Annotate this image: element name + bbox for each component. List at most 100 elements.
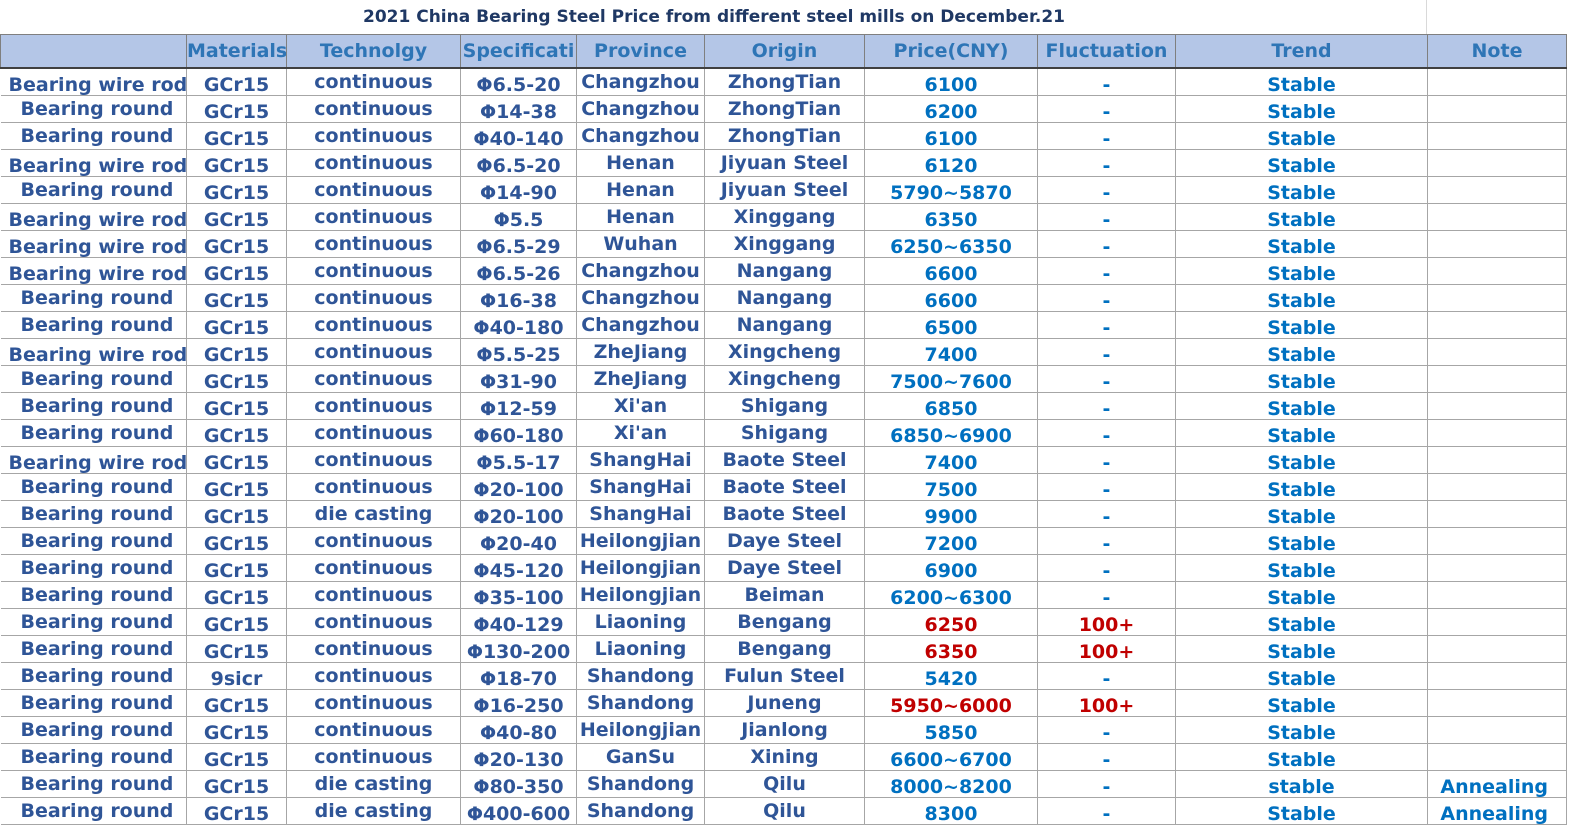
fluctuation-cell[interactable]: - [1037,149,1176,177]
col-header-name[interactable] [0,34,187,69]
technology-cell[interactable]: continuous [286,257,461,285]
material-cell[interactable]: GCr15 [186,770,287,798]
technology-cell[interactable]: continuous [286,446,461,474]
origin-cell[interactable]: Daye Steel [704,527,865,555]
specification-cell[interactable]: Φ20-100 [460,473,577,501]
origin-cell[interactable]: ZhongTian [704,122,865,150]
material-cell[interactable]: GCr15 [186,68,287,96]
product-cell[interactable]: Bearing round [0,311,187,339]
fluctuation-cell[interactable]: - [1037,311,1176,339]
fluctuation-cell[interactable]: - [1037,365,1176,393]
trend-cell[interactable]: stable [1175,770,1428,798]
province-cell[interactable]: Henan [576,149,705,177]
specification-cell[interactable]: Φ5.5-25 [460,338,577,366]
price-cell[interactable]: 6600 [864,257,1038,285]
material-cell[interactable]: GCr15 [186,176,287,204]
material-cell[interactable]: GCr15 [186,122,287,150]
origin-cell[interactable]: Qilu [704,797,865,825]
technology-cell[interactable]: continuous [286,743,461,771]
product-cell[interactable]: Bearing round [0,500,187,528]
product-cell[interactable]: Bearing round [0,95,187,123]
product-cell[interactable]: Bearing round [0,176,187,204]
price-cell[interactable]: 6850 [864,392,1038,420]
trend-cell[interactable]: Stable [1175,311,1428,339]
material-cell[interactable]: GCr15 [186,635,287,663]
product-cell[interactable]: Bearing round [0,608,187,636]
technology-cell[interactable]: continuous [286,311,461,339]
price-cell[interactable]: 5950~6000 [864,689,1038,717]
trend-cell[interactable]: Stable [1175,149,1428,177]
trend-cell[interactable]: Stable [1175,203,1428,231]
product-cell[interactable]: Bearing round [0,365,187,393]
technology-cell[interactable]: continuous [286,419,461,447]
fluctuation-cell[interactable]: - [1037,257,1176,285]
specification-cell[interactable]: Φ20-130 [460,743,577,771]
note-cell[interactable] [1427,743,1567,771]
product-cell[interactable]: Bearing round [0,689,187,717]
price-cell[interactable]: 6350 [864,203,1038,231]
material-cell[interactable]: GCr15 [186,365,287,393]
trend-cell[interactable]: Stable [1175,608,1428,636]
trend-cell[interactable]: Stable [1175,689,1428,717]
fluctuation-cell[interactable]: - [1037,770,1176,798]
province-cell[interactable]: ShangHai [576,473,705,501]
origin-cell[interactable]: Shigang [704,392,865,420]
material-cell[interactable]: GCr15 [186,419,287,447]
price-cell[interactable]: 6250~6350 [864,230,1038,258]
material-cell[interactable]: GCr15 [186,392,287,420]
note-cell[interactable] [1427,257,1567,285]
product-cell[interactable]: Bearing wire rod [0,446,187,474]
price-cell[interactable]: 6500 [864,311,1038,339]
province-cell[interactable]: Heilongjian [576,581,705,609]
technology-cell[interactable]: continuous [286,122,461,150]
origin-cell[interactable]: Nangang [704,257,865,285]
province-cell[interactable]: Shandong [576,797,705,825]
material-cell[interactable]: GCr15 [186,500,287,528]
trend-cell[interactable]: Stable [1175,122,1428,150]
technology-cell[interactable]: die casting [286,500,461,528]
specification-cell[interactable]: Φ14-38 [460,95,577,123]
price-cell[interactable]: 7400 [864,446,1038,474]
col-header-origin[interactable]: Origin [704,34,865,69]
origin-cell[interactable]: ZhongTian [704,95,865,123]
product-cell[interactable]: Bearing round [0,554,187,582]
fluctuation-cell[interactable]: - [1037,230,1176,258]
trend-cell[interactable]: Stable [1175,446,1428,474]
specification-cell[interactable]: Φ130-200 [460,635,577,663]
material-cell[interactable]: GCr15 [186,230,287,258]
technology-cell[interactable]: continuous [286,68,461,96]
specification-cell[interactable]: Φ6.5-26 [460,257,577,285]
origin-cell[interactable]: Bengang [704,608,865,636]
price-cell[interactable]: 6100 [864,122,1038,150]
material-cell[interactable]: GCr15 [186,257,287,285]
price-cell[interactable]: 5790~5870 [864,176,1038,204]
province-cell[interactable]: ZheJiang [576,365,705,393]
province-cell[interactable]: GanSu [576,743,705,771]
fluctuation-cell[interactable]: - [1037,662,1176,690]
trend-cell[interactable]: Stable [1175,284,1428,312]
specification-cell[interactable]: Φ6.5-20 [460,149,577,177]
specification-cell[interactable]: Φ40-140 [460,122,577,150]
material-cell[interactable]: GCr15 [186,743,287,771]
product-cell[interactable]: Bearing round [0,419,187,447]
specification-cell[interactable]: Φ400-600 [460,797,577,825]
fluctuation-cell[interactable]: - [1037,797,1176,825]
specification-cell[interactable]: Φ40-180 [460,311,577,339]
origin-cell[interactable]: Jianlong [704,716,865,744]
technology-cell[interactable]: die casting [286,797,461,825]
origin-cell[interactable]: Nangang [704,284,865,312]
trend-cell[interactable]: Stable [1175,257,1428,285]
note-cell[interactable] [1427,662,1567,690]
product-cell[interactable]: Bearing round [0,797,187,825]
specification-cell[interactable]: Φ60-180 [460,419,577,447]
fluctuation-cell[interactable]: - [1037,527,1176,555]
fluctuation-cell[interactable]: - [1037,392,1176,420]
material-cell[interactable]: GCr15 [186,311,287,339]
material-cell[interactable]: GCr15 [186,203,287,231]
note-cell[interactable] [1427,527,1567,555]
col-header-materials[interactable]: Materials [186,34,287,69]
province-cell[interactable]: Heilongjian [576,527,705,555]
note-cell[interactable] [1427,419,1567,447]
technology-cell[interactable]: continuous [286,689,461,717]
origin-cell[interactable]: Baote Steel [704,473,865,501]
